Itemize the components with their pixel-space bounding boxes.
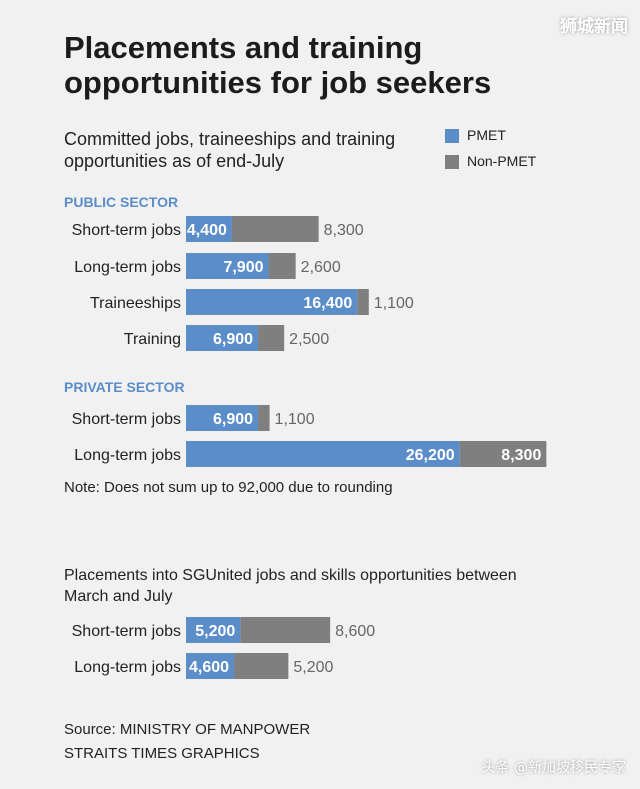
category-label: Traineeships	[90, 295, 181, 312]
bar-pmet	[186, 325, 259, 351]
bar-pmet	[186, 405, 259, 431]
bar-non-pmet	[231, 216, 319, 242]
bar-non-pmet	[268, 253, 296, 279]
category-label: Short-term jobs	[72, 222, 181, 239]
legend-item-non-pmet: Non-PMET	[445, 153, 537, 169]
bar-pmet	[186, 289, 358, 315]
data-label-pmet: 6,900	[213, 331, 253, 348]
second-chart-title: Placements into SGUnited jobs and skills…	[64, 567, 517, 605]
category-label: Short-term jobs	[72, 623, 181, 640]
legend-swatch-pmet	[445, 129, 459, 143]
data-label-non-pmet: 2,500	[289, 331, 329, 348]
bar-non-pmet	[258, 325, 285, 351]
source-line: Source: MINISTRY OF MANPOWER	[64, 721, 311, 738]
bar-pmet	[186, 441, 460, 467]
legend-label-non-pmet: Non-PMET	[467, 153, 537, 169]
chart-title: Placements and training opportunities fo…	[64, 30, 492, 100]
data-label-non-pmet: 1,100	[374, 295, 414, 312]
data-label-pmet: 4,400	[187, 222, 227, 239]
data-label-non-pmet: 8,600	[335, 623, 375, 640]
section-label-private: PRIVATE SECTOR	[64, 379, 185, 395]
category-label: Long-term jobs	[74, 659, 181, 676]
bar-non-pmet	[357, 289, 369, 315]
category-label: Long-term jobs	[74, 447, 181, 464]
bar-non-pmet	[258, 405, 270, 431]
legend-item-pmet: PMET	[445, 127, 506, 143]
section-label-public: PUBLIC SECTOR	[64, 194, 179, 210]
legend-swatch-non-pmet	[445, 155, 459, 169]
data-label-non-pmet: 5,200	[293, 659, 333, 676]
bar-pmet	[186, 617, 241, 643]
data-label-pmet: 5,200	[195, 623, 235, 640]
chart-subtitle: Committed jobs, traineeships and trainin…	[64, 129, 396, 171]
data-label-non-pmet: 8,300	[501, 447, 541, 464]
data-label-non-pmet: 2,600	[301, 259, 341, 276]
data-label-pmet: 7,900	[223, 259, 263, 276]
data-label-pmet: 16,400	[303, 295, 352, 312]
watermark-top: 狮城新闻	[560, 17, 628, 37]
bar-pmet	[186, 216, 232, 242]
category-label: Short-term jobs	[72, 411, 181, 428]
data-label-non-pmet: 8,300	[324, 222, 364, 239]
data-label-pmet: 6,900	[213, 411, 253, 428]
category-label: Long-term jobs	[74, 259, 181, 276]
bar-pmet	[186, 253, 269, 279]
data-label-non-pmet: 1,100	[275, 411, 315, 428]
legend-label-pmet: PMET	[467, 127, 506, 143]
bar-non-pmet	[234, 653, 289, 679]
data-label-pmet: 26,200	[406, 447, 455, 464]
bar-non-pmet	[459, 441, 547, 467]
bar-non-pmet	[240, 617, 331, 643]
chart-note: Note: Does not sum up to 92,000 due to r…	[64, 479, 393, 496]
bar-pmet	[186, 653, 235, 679]
watermark-bottom: 头条 @新加坡移民专家	[481, 760, 626, 776]
credit-line: STRAITS TIMES GRAPHICS	[64, 745, 260, 762]
category-label: Training	[124, 331, 181, 348]
data-label-pmet: 4,600	[189, 659, 229, 676]
